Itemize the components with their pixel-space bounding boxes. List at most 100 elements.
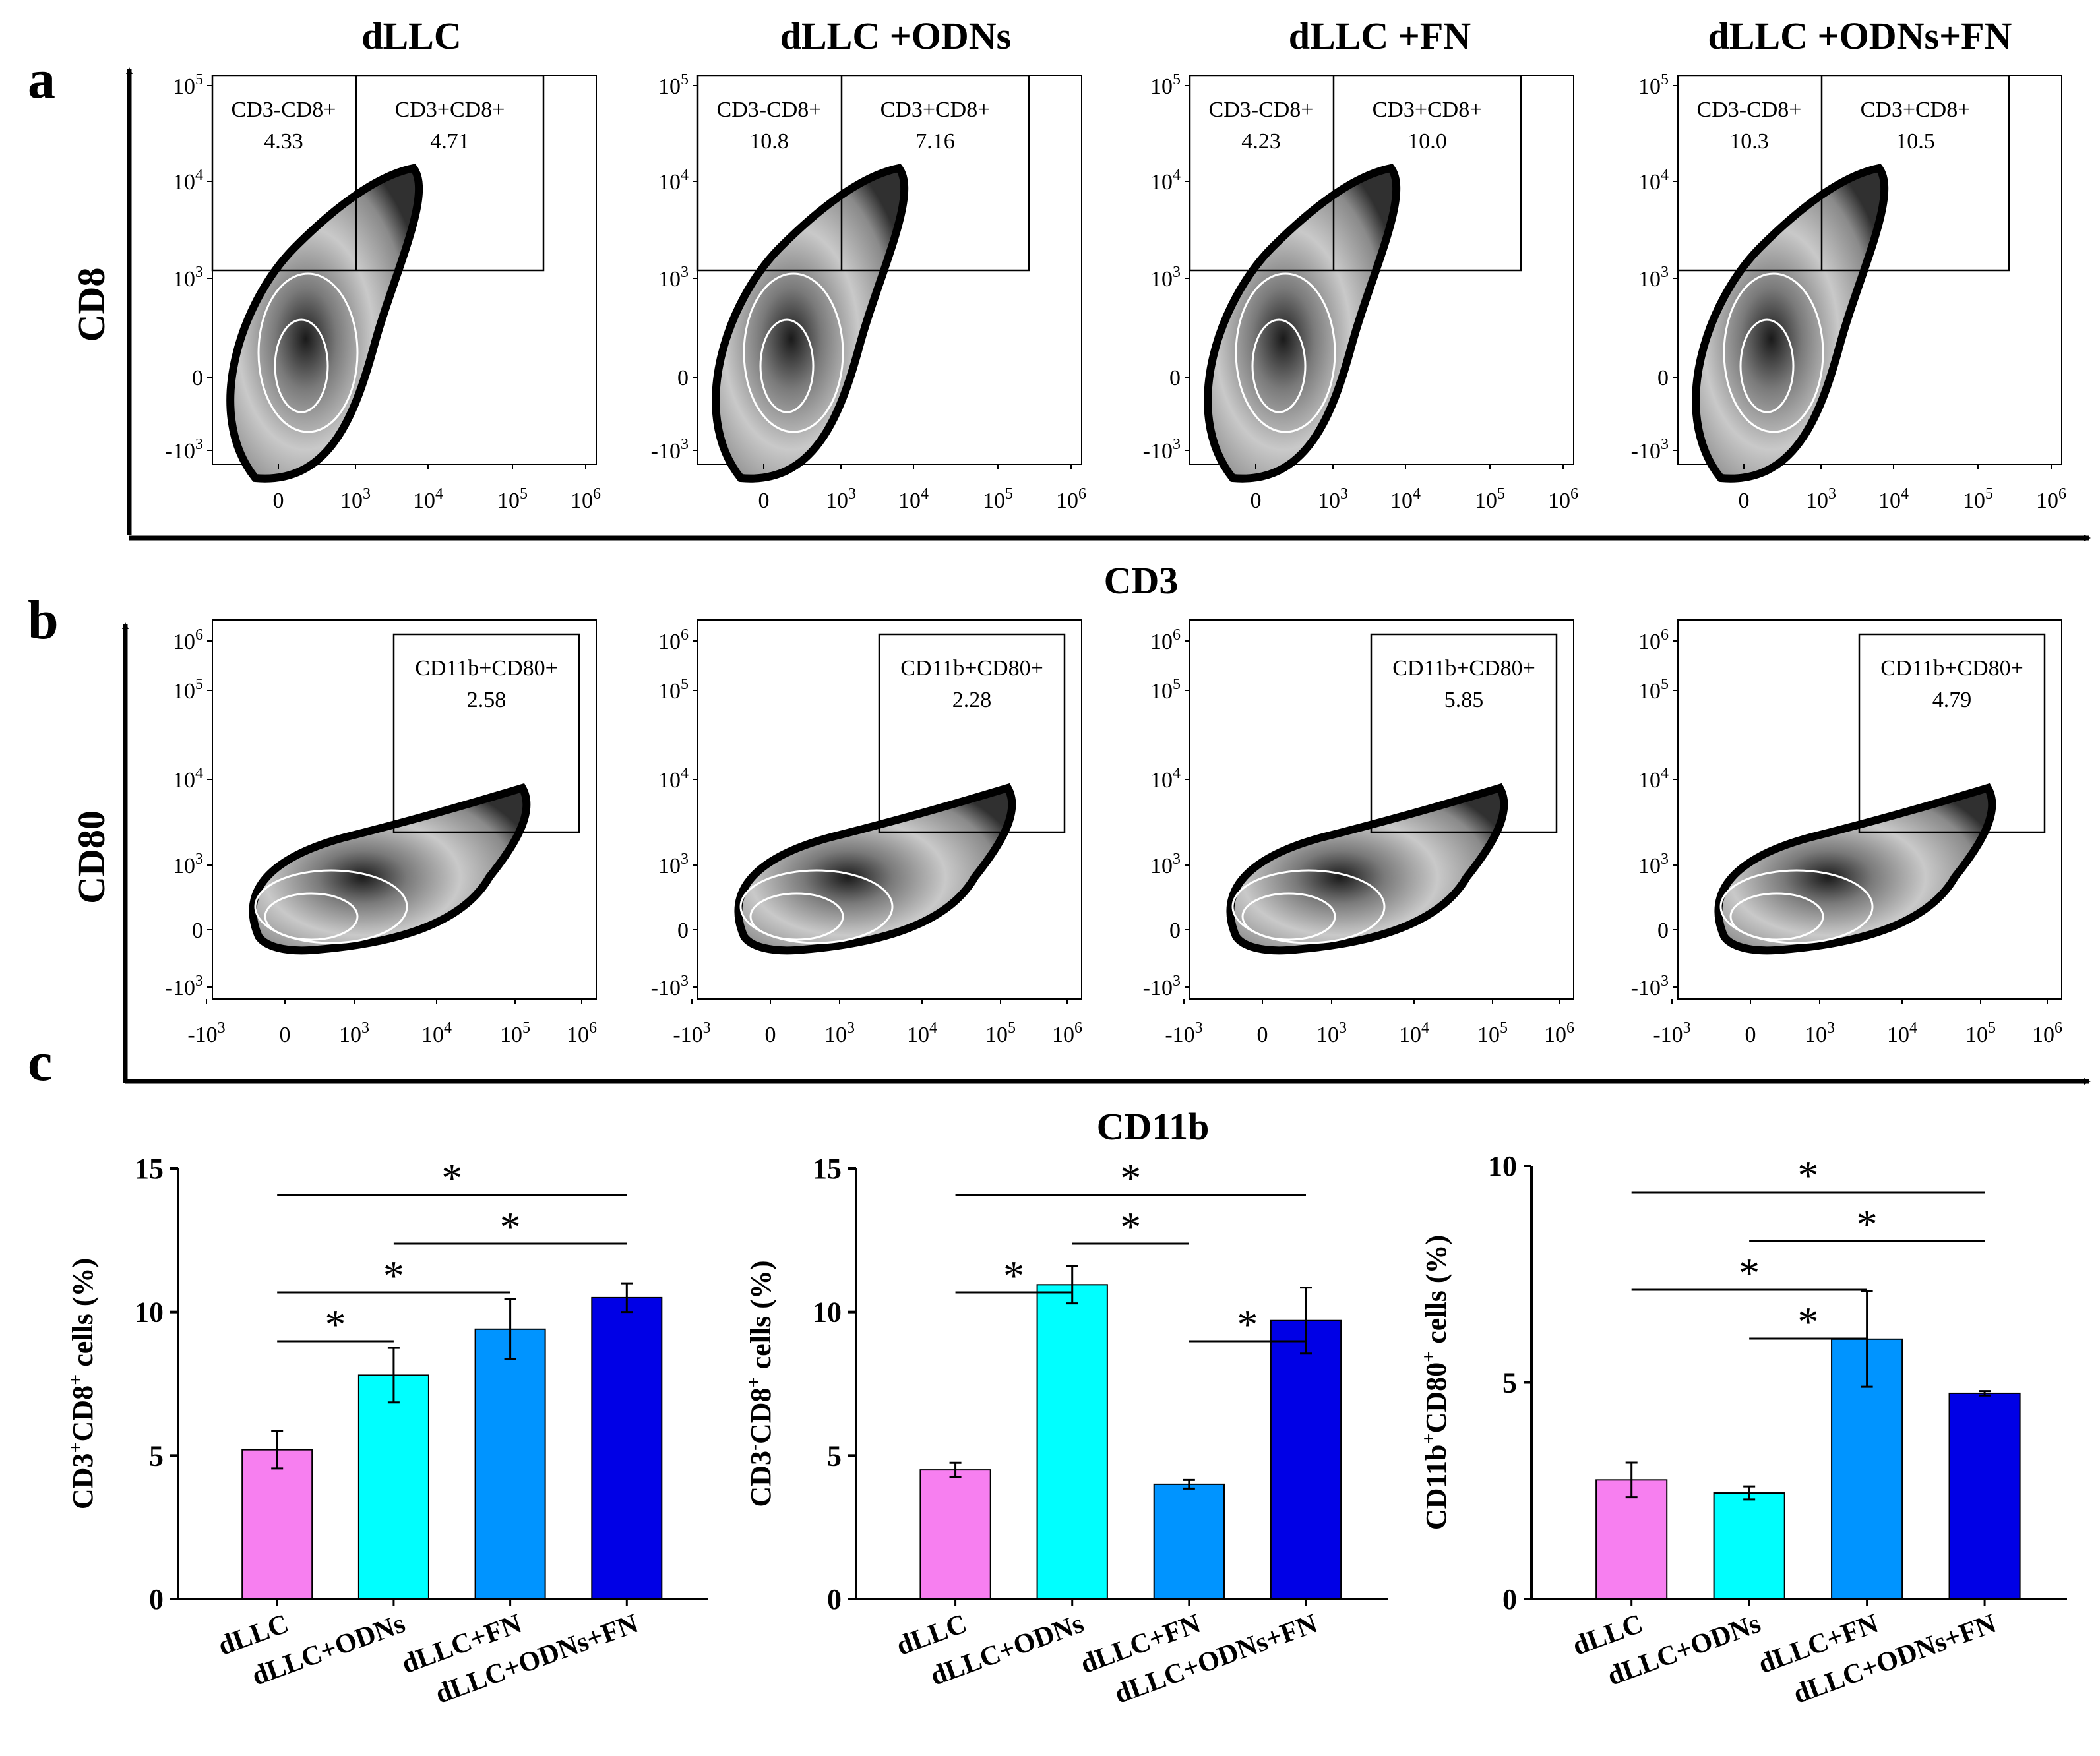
significance-star: * (383, 1252, 404, 1299)
gate-label: CD3-CD8+ (1697, 98, 1802, 122)
gate-label: CD3+CD8+ (1861, 98, 1971, 122)
y-tick-label: 106 (1150, 626, 1181, 654)
gate-box (1189, 75, 1522, 272)
density-contour (739, 869, 894, 944)
flow-plot-b-2: CD11b+CD80+ 2.28 106 105 104 103 0 -103 -103 0 103… (651, 619, 1082, 1047)
panel-b-flow-plots: CD11b+CD80+ 2.58 106 105 104 103 0 -103 -103 0 103… (166, 619, 2062, 1047)
bar-2 (1713, 1492, 1785, 1600)
y-tick-label: -103 (651, 973, 689, 1000)
x-tick-label: 104 (1390, 485, 1421, 513)
gate-label: CD11b+CD80+ (1880, 656, 2023, 681)
x-tick-label: -103 (1165, 1019, 1202, 1047)
y-tick-label: 15 (813, 1153, 842, 1185)
x-tick-label: -103 (673, 1019, 710, 1047)
significance-star: * (1237, 1301, 1258, 1348)
x-tick-label: 103 (826, 485, 856, 513)
density-blob (712, 164, 909, 483)
bar-1 (919, 1469, 991, 1600)
significance-star: * (1003, 1252, 1024, 1299)
significance-star: * (1739, 1250, 1760, 1296)
y-tick-label: 104 (658, 765, 689, 793)
condition-title-4: dLLC +ODNs+FN (1708, 15, 2012, 57)
panel-letter-b: b (28, 590, 59, 651)
y-tick-label: -103 (166, 436, 203, 464)
y-tick-label: 10 (1488, 1150, 1517, 1182)
y-axis-label: CD11b+CD80+ cells (%) (1418, 1235, 1452, 1530)
plot-frame (212, 619, 597, 1000)
x-tick-label: -103 (187, 1019, 225, 1047)
y-tick-label: 104 (1638, 765, 1669, 793)
x-tick-label: 106 (1544, 1019, 1574, 1047)
gate-label: CD3+CD8+ (395, 98, 505, 122)
y-tick-label: 104 (173, 765, 203, 793)
gate-box (878, 633, 1066, 833)
x-tick-label: 105 (1963, 485, 1993, 513)
condition-title-3: dLLC +FN (1289, 15, 1471, 57)
gate-label: CD3-CD8+ (232, 98, 336, 122)
density-contour (1739, 318, 1795, 413)
y-tick-label: 5 (1502, 1367, 1517, 1399)
y-tick-label: 104 (1638, 167, 1669, 195)
x-tick-label: 104 (907, 1019, 937, 1047)
gate-value: 2.58 (467, 688, 507, 712)
gate-value: 2.28 (952, 688, 992, 712)
y-tick-label: 10 (135, 1296, 164, 1329)
x-tick-label: 103 (1318, 485, 1348, 513)
bar-1 (241, 1449, 313, 1600)
gate-label: CD3-CD8+ (717, 98, 822, 122)
y-tick-label: 103 (1638, 851, 1669, 878)
gate-value: 4.23 (1241, 129, 1281, 154)
significance-star: * (1797, 1298, 1818, 1345)
density-blob (1204, 164, 1401, 483)
x-tick-label: 106 (571, 485, 601, 513)
density-contour (257, 272, 359, 433)
y-tick-label: -103 (1631, 973, 1669, 1000)
density-contour (1251, 318, 1307, 413)
panel-a-y-title: CD8 (70, 268, 113, 342)
x-tick-label: 104 (413, 485, 443, 513)
y-tick-label: 0 (1502, 1583, 1517, 1616)
flow-plot-a-3: CD3-CD8+ 4.23 CD3+CD8+ 10.0 105 104 103 0 -103 0 1… (1143, 71, 1578, 513)
significance-star: * (500, 1203, 521, 1250)
density-contour (743, 272, 844, 433)
density-contour (1719, 869, 1874, 944)
x-tick-label: 0 (758, 489, 770, 513)
x-tick-label: 105 (500, 1019, 530, 1047)
x-tick-label: 104 (1399, 1019, 1429, 1047)
y-tick-label: 103 (1638, 264, 1669, 291)
y-tick-label: 105 (173, 71, 203, 99)
y-tick-label: 5 (149, 1439, 164, 1472)
significance-star: * (1857, 1201, 1878, 1248)
x-tick-label: 105 (983, 485, 1013, 513)
x-tick-label: -103 (1653, 1019, 1690, 1047)
y-tick-label: 0 (677, 919, 689, 943)
density-contour (1723, 272, 1824, 433)
gate-label: CD11b+CD80+ (415, 656, 558, 681)
x-tick-label: 0 (765, 1023, 776, 1047)
y-tick-label: 103 (658, 851, 689, 878)
x-tick-label: 103 (1806, 485, 1836, 513)
gate-box (1858, 633, 2046, 833)
y-tick-label: 105 (1638, 71, 1669, 99)
density-blob (1714, 783, 1996, 955)
y-tick-label: 103 (173, 264, 203, 291)
significance-star: * (441, 1155, 462, 1201)
density-contour (264, 892, 359, 941)
flow-plot-b-4: CD11b+CD80+ 4.79 106 105 104 103 0 -103 -103 0 103… (1631, 619, 2062, 1047)
gate-value: 10.3 (1729, 129, 1769, 154)
density-blob (734, 783, 1016, 955)
x-tick-label: 103 (339, 1019, 369, 1047)
bar-2 (1036, 1284, 1108, 1600)
density-contour (1241, 892, 1336, 941)
x-tick-label: 103 (340, 485, 371, 513)
density-contour (1231, 869, 1386, 944)
y-tick-label: 0 (192, 366, 203, 390)
bar-4 (1948, 1392, 2021, 1600)
flow-plot-b-1: CD11b+CD80+ 2.58 106 105 104 103 0 -103 -103 0 103… (166, 619, 597, 1047)
x-tick-label: 103 (824, 1019, 855, 1047)
x-tick-label: 106 (2036, 485, 2066, 513)
gate-value: 10.8 (749, 129, 789, 154)
y-tick-label: 105 (173, 676, 203, 704)
